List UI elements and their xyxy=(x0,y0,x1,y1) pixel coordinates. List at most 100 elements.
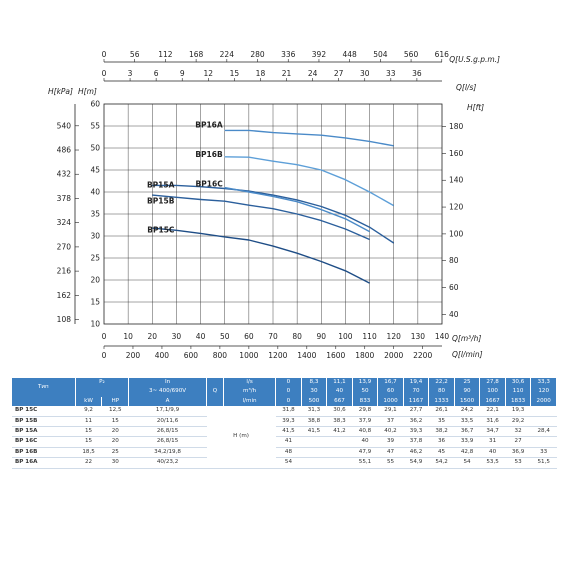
row-head-value: 51,5 xyxy=(530,457,557,469)
ft-tick-label: 160 xyxy=(449,149,464,158)
row-head-value: 45 xyxy=(428,447,455,459)
lmin-val: 0 xyxy=(275,396,302,407)
series-label-bp15b: BP15B xyxy=(147,196,175,205)
lmin-tick-label: 2200 xyxy=(413,351,432,360)
ls-tick-label: 33 xyxy=(386,69,396,78)
m3h-val: 40 xyxy=(326,387,353,397)
m3h-axis-label: Q[m³/h] xyxy=(452,334,481,343)
header-lmin: l/min xyxy=(223,396,277,407)
row-head-value: 24,2 xyxy=(454,406,481,417)
m3h-val: 90 xyxy=(454,387,481,397)
row-type: BP 16B xyxy=(12,447,76,459)
hm-tick-label: 35 xyxy=(90,210,100,219)
ls-val: 19,4 xyxy=(403,378,430,388)
table-header-row-ls: Тип P₂ In Q l/s 0 8,3 11,1 13,9 16,7 19,… xyxy=(12,378,557,407)
m3h-val: 70 xyxy=(403,387,430,397)
row-kw: 11 xyxy=(75,416,103,428)
ft-tick-label: 60 xyxy=(449,283,459,292)
lmin-tick-label: 1200 xyxy=(268,351,287,360)
row-head-value: 27,7 xyxy=(403,406,430,417)
series-curve-bp15c xyxy=(152,227,370,284)
kpa-axis-label: H[kPa] xyxy=(48,87,73,96)
hm-tick-label: 25 xyxy=(90,254,100,263)
lmin-axis-label: Q[l/min] xyxy=(452,350,483,359)
row-head-value: 39,3 xyxy=(403,426,430,438)
row-head-value: 31,6 xyxy=(479,416,506,428)
hm-tick-label: 30 xyxy=(90,232,100,241)
header-type-empty xyxy=(12,396,76,407)
row-head-value: 37,8 xyxy=(403,436,430,448)
ls-val: 13,9 xyxy=(352,378,379,388)
ls-tick-label: 27 xyxy=(334,69,344,78)
header-ls: l/s xyxy=(223,378,277,388)
table-body: BP 15C 9,2 12,5 17,1/9,9 H (m) 31,8 31,3 30,6 29… xyxy=(12,406,557,469)
row-type: BP 16C xyxy=(12,436,76,448)
row-head-value: 54 xyxy=(275,457,302,469)
usgpm-tick-label: 448 xyxy=(342,50,357,59)
row-head-value: 37,9 xyxy=(352,416,379,428)
row-head-value: 47 xyxy=(377,447,404,459)
row-head-value: 53,5 xyxy=(479,457,506,469)
m3h-tick-label: 70 xyxy=(268,332,278,341)
row-head-value: 31 xyxy=(479,436,506,448)
row-kw: 18,5 xyxy=(75,447,103,459)
series-curve-bp16a xyxy=(224,129,394,147)
ls-tick-label: 6 xyxy=(154,69,159,78)
usgpm-tick-label: 560 xyxy=(404,50,419,59)
header-in-sub: 3~ 400/690V xyxy=(128,387,207,397)
ft-tick-label: 180 xyxy=(449,122,464,131)
series-curve-bp15a xyxy=(152,184,395,244)
kpa-tick-label: 486 xyxy=(57,146,72,155)
hm-tick-label: 50 xyxy=(90,144,100,153)
row-head-value: 40,8 xyxy=(352,426,379,438)
row-head-value: 19,3 xyxy=(505,406,532,417)
lmin-val: 1333 xyxy=(428,396,455,407)
lmin-val: 1000 xyxy=(377,396,404,407)
row-head-value: 37 xyxy=(377,416,404,428)
usgpm-tick-label: 0 xyxy=(102,50,107,59)
kpa-tick-label: 108 xyxy=(57,315,72,324)
row-head-value: 48 xyxy=(275,447,302,459)
ls-tick-label: 9 xyxy=(180,69,185,78)
hm-axis-label: H[m] xyxy=(78,87,97,96)
row-hp: 15 xyxy=(101,416,130,428)
row-head-value: 42,8 xyxy=(454,447,481,459)
row-head-value xyxy=(326,447,353,459)
table-row: BP 15C 9,2 12,5 17,1/9,9 H (m) 31,8 31,3 30,6 29… xyxy=(12,406,557,469)
usgpm-tick-label: 168 xyxy=(189,50,204,59)
ls-val: 22,2 xyxy=(428,378,455,388)
kpa-tick-label: 216 xyxy=(57,267,72,276)
series-label-bp16b: BP16B xyxy=(195,150,223,159)
row-current: 26,8/15 xyxy=(128,426,207,438)
kpa-tick-label: 162 xyxy=(57,291,72,300)
row-head-value: 47,9 xyxy=(352,447,379,459)
ft-tick-label: 120 xyxy=(449,203,464,212)
hm-tick-label: 55 xyxy=(90,122,100,131)
hm-tick-label: 20 xyxy=(90,276,100,285)
row-head-value: 40 xyxy=(479,447,506,459)
lmin-tick-label: 1000 xyxy=(239,351,258,360)
m3h-val: 50 xyxy=(352,387,379,397)
table-row: BP 16B 18,5 25 34,2/19,8 48 47,9 47 46,2 45 42,8 4… xyxy=(12,447,557,459)
lmin-tick-label: 600 xyxy=(184,351,199,360)
ls-tick-label: 12 xyxy=(204,69,214,78)
row-head-value: 39 xyxy=(377,436,404,448)
m3h-val: 0 xyxy=(275,387,302,397)
row-head-value: 35 xyxy=(428,416,455,428)
ft-tick-label: 100 xyxy=(449,229,464,238)
m3h-val: 110 xyxy=(505,387,532,397)
usgpm-tick-label: 224 xyxy=(220,50,235,59)
row-head-value: 27 xyxy=(505,436,532,448)
m3h-tick-label: 90 xyxy=(317,332,327,341)
header-m3h: m³/h xyxy=(223,387,277,397)
row-kw: 15 xyxy=(75,426,103,438)
usgpm-tick-label: 56 xyxy=(130,50,140,59)
lmin-val: 1500 xyxy=(454,396,481,407)
m3h-tick-label: 80 xyxy=(292,332,302,341)
row-head-value: 54 xyxy=(454,457,481,469)
row-hp: 20 xyxy=(101,436,130,448)
row-head-value xyxy=(326,436,353,448)
m3h-tick-label: 100 xyxy=(338,332,353,341)
performance-table: Тип P₂ In Q l/s 0 8,3 11,1 13,9 16,7 19,… xyxy=(12,378,557,469)
series-curve-bp16b xyxy=(224,156,395,207)
